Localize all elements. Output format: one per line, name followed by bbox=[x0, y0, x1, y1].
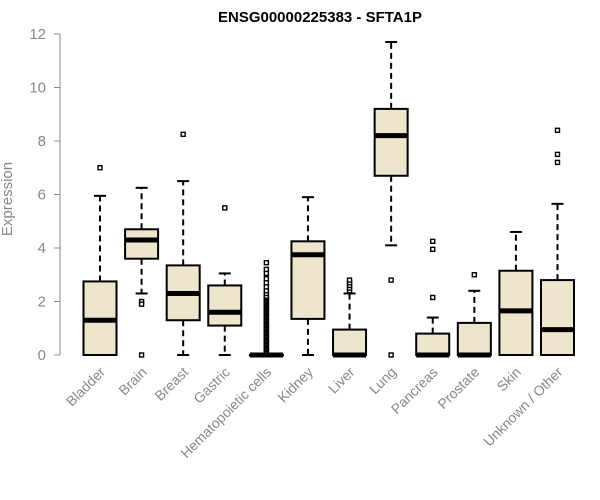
outlier-point bbox=[138, 301, 145, 307]
outlier-point bbox=[471, 272, 478, 278]
box-bladder bbox=[82, 165, 118, 356]
y-tick-label: 8 bbox=[38, 133, 46, 150]
y-tick-label: 2 bbox=[38, 294, 46, 311]
box-iqr bbox=[332, 328, 368, 356]
x-tick-label: Liver bbox=[325, 364, 358, 397]
outlier-point bbox=[554, 127, 561, 134]
box-iqr bbox=[207, 284, 243, 327]
outlier-point bbox=[430, 238, 436, 245]
outlier-point bbox=[346, 277, 353, 283]
box-unknown-other bbox=[540, 127, 575, 357]
outlier-point bbox=[97, 165, 103, 171]
y-tick-label: 12 bbox=[29, 26, 46, 43]
box-iqr bbox=[540, 279, 575, 357]
outlier-point bbox=[263, 266, 270, 273]
x-tick-label: Bladder bbox=[63, 364, 109, 410]
boxes-group bbox=[82, 41, 575, 358]
box-hematopoietic-cells bbox=[248, 260, 284, 358]
box-prostate bbox=[456, 272, 492, 358]
x-tick-label: Lung bbox=[366, 364, 399, 397]
outlier-point bbox=[263, 276, 270, 282]
box-iqr bbox=[124, 228, 160, 260]
box-iqr bbox=[456, 321, 492, 356]
x-tick-label: Brain bbox=[115, 364, 149, 398]
outlier-point bbox=[222, 205, 228, 211]
box-liver bbox=[332, 277, 368, 358]
outlier-point bbox=[554, 151, 561, 158]
box-kidney bbox=[290, 196, 326, 356]
y-tick-label: 6 bbox=[38, 187, 46, 204]
outlier-point bbox=[263, 260, 270, 266]
outlier-point bbox=[138, 352, 145, 358]
box-pancreas bbox=[415, 238, 451, 358]
x-tick-label: Unknown / Other bbox=[480, 364, 566, 450]
outlier-point bbox=[180, 131, 186, 138]
outlier-point bbox=[554, 159, 561, 166]
y-tick-label: 0 bbox=[38, 347, 46, 364]
x-tick-label: Kidney bbox=[274, 364, 316, 406]
y-axis-label: Expression bbox=[0, 162, 16, 236]
box-brain bbox=[124, 186, 160, 358]
box-iqr bbox=[373, 107, 409, 177]
box-iqr bbox=[415, 332, 451, 357]
outlier-point bbox=[388, 277, 394, 283]
chart-title: ENSG00000225383 - SFTA1P bbox=[218, 9, 422, 26]
box-breast bbox=[165, 131, 201, 356]
y-tick-label: 4 bbox=[38, 240, 46, 257]
x-tick-label: Skin bbox=[493, 364, 524, 395]
outlier-point bbox=[430, 294, 436, 301]
outlier-point bbox=[430, 246, 436, 253]
x-tick-label: Prostate bbox=[434, 364, 482, 412]
x-tick-label: Breast bbox=[151, 364, 191, 404]
outlier-point bbox=[388, 352, 394, 358]
y-tick-label: 10 bbox=[29, 80, 46, 97]
box-lung bbox=[373, 41, 409, 358]
y-axis: 0 2 4 6 8 10 12 bbox=[29, 26, 61, 364]
box-skin bbox=[498, 230, 534, 356]
box-gastric bbox=[207, 205, 243, 356]
